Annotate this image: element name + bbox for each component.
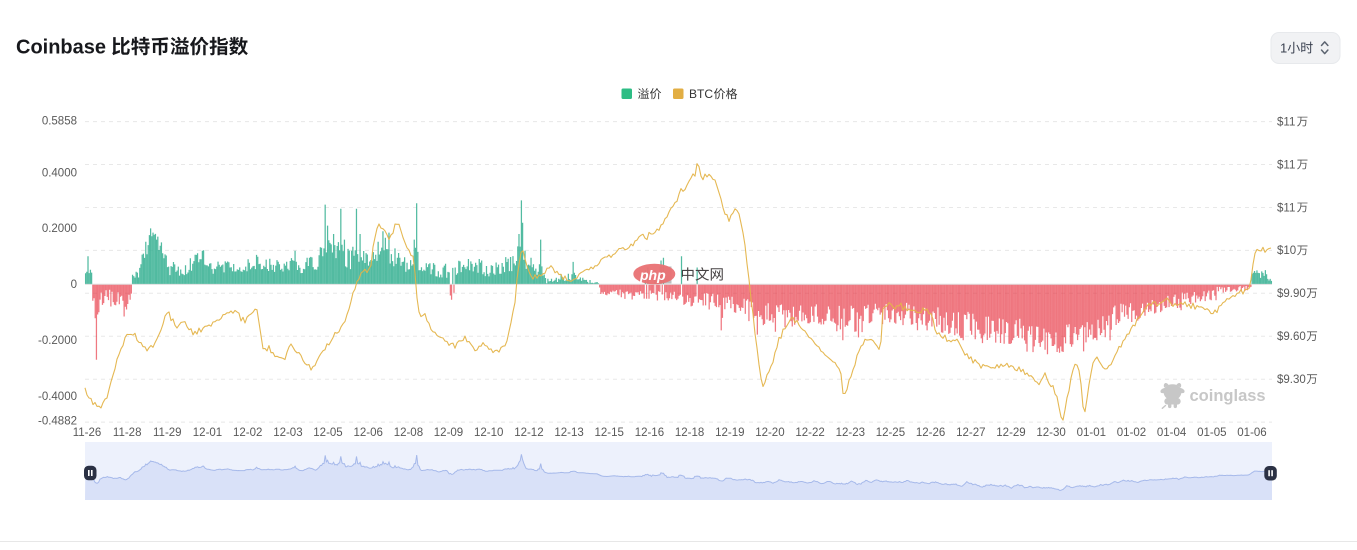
svg-text:12-06: 12-06	[353, 427, 382, 439]
svg-text:12-29: 12-29	[996, 427, 1025, 439]
svg-text:12-03: 12-03	[273, 427, 302, 439]
svg-text:1: 1	[1280, 41, 1287, 56]
svg-text:01-02: 01-02	[1117, 427, 1146, 439]
svg-text:BTC: BTC	[689, 87, 713, 101]
svg-text:Coinbase: Coinbase	[16, 37, 106, 59]
svg-text:12-20: 12-20	[755, 427, 784, 439]
svg-text:11-29: 11-29	[153, 427, 182, 439]
svg-text:php: php	[639, 267, 666, 283]
svg-text:$11: $11	[1277, 202, 1295, 214]
svg-text:12-26: 12-26	[916, 427, 945, 439]
svg-text:12-16: 12-16	[635, 427, 664, 439]
svg-text:12-18: 12-18	[675, 427, 704, 439]
svg-text:12-19: 12-19	[715, 427, 744, 439]
svg-text:01-05: 01-05	[1197, 427, 1226, 439]
svg-text:12-05: 12-05	[313, 427, 342, 439]
svg-text:-0.4000: -0.4000	[38, 391, 77, 403]
svg-text:01-06: 01-06	[1237, 427, 1266, 439]
svg-text:12-27: 12-27	[956, 427, 985, 439]
svg-text:12-13: 12-13	[554, 427, 583, 439]
svg-text:11-28: 11-28	[113, 427, 142, 439]
svg-text:-0.4882: -0.4882	[38, 416, 77, 428]
svg-text:12-01: 12-01	[193, 427, 222, 439]
svg-text:12-08: 12-08	[394, 427, 423, 439]
svg-text:0.2000: 0.2000	[42, 223, 77, 235]
svg-text:12-12: 12-12	[514, 427, 543, 439]
svg-text:$10: $10	[1277, 245, 1296, 257]
svg-text:0: 0	[71, 279, 77, 291]
svg-text:12-25: 12-25	[876, 427, 905, 439]
svg-text:$11: $11	[1277, 159, 1295, 171]
svg-text:0.5858: 0.5858	[42, 115, 77, 127]
svg-text:12-15: 12-15	[594, 427, 623, 439]
svg-text:-0.2000: -0.2000	[38, 335, 77, 347]
svg-text:coinglass: coinglass	[1190, 387, 1266, 405]
svg-text:12-22: 12-22	[795, 427, 824, 439]
svg-text:12-09: 12-09	[434, 427, 463, 439]
svg-text:01-01: 01-01	[1077, 427, 1106, 439]
svg-text:12-30: 12-30	[1036, 427, 1065, 439]
svg-text:$9.30: $9.30	[1277, 374, 1306, 386]
svg-text:12-10: 12-10	[474, 427, 503, 439]
svg-text:$9.60: $9.60	[1277, 331, 1306, 343]
svg-text:$11: $11	[1277, 116, 1295, 128]
svg-text:11-26: 11-26	[73, 427, 102, 439]
svg-text:$9.90: $9.90	[1277, 288, 1306, 300]
svg-text:12-02: 12-02	[233, 427, 262, 439]
svg-text:0.4000: 0.4000	[42, 167, 77, 179]
svg-text:12-23: 12-23	[836, 427, 865, 439]
svg-text:01-04: 01-04	[1157, 427, 1187, 439]
